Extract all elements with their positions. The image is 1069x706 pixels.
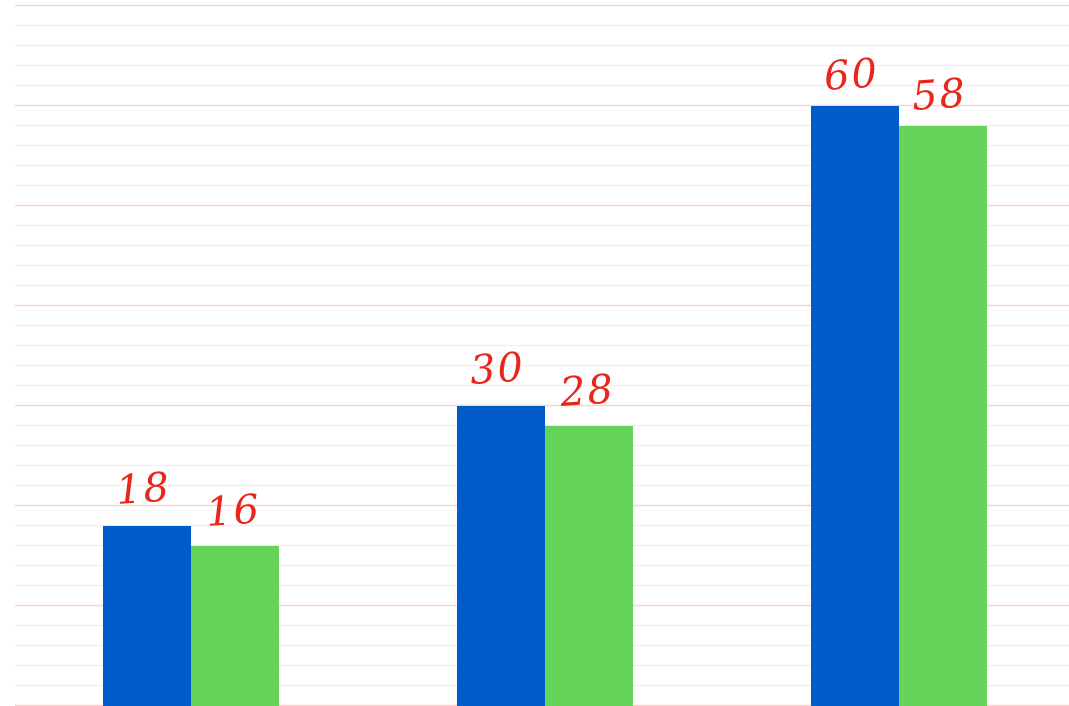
bar-series1-group1: [103, 526, 191, 706]
data-label-series1-group2: 30: [468, 344, 526, 394]
data-label-series2-group2: 28: [557, 366, 616, 416]
chart-data-labels: 18 30 60 16 28 58: [114, 50, 968, 536]
data-label-series1-group3: 60: [822, 50, 880, 100]
data-label-series2-group3: 58: [910, 70, 968, 120]
data-label-series1-group1: 18: [114, 464, 172, 514]
bar-series2-group2: [545, 426, 633, 706]
bar-series2-group1: [191, 546, 279, 706]
bar-series1-group2: [457, 406, 545, 706]
bar-series2-group3: [899, 126, 987, 706]
bar-series1-group3: [811, 106, 899, 706]
data-label-series2-group1: 16: [204, 486, 262, 536]
chart-bars: [103, 106, 987, 706]
